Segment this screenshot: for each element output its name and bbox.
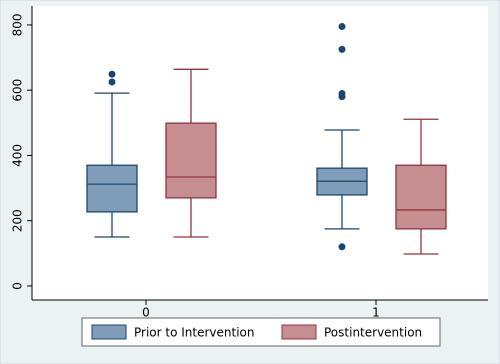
x-tick-label: 0: [142, 306, 150, 320]
legend-label: Prior to Intervention: [134, 326, 255, 340]
x-tick-label: 1: [372, 306, 380, 320]
outlier: [338, 243, 346, 251]
y-tick-label: 0: [11, 282, 25, 290]
box: [86, 164, 138, 213]
outlier: [338, 45, 346, 53]
y-tick-label: 200: [11, 209, 25, 232]
legend-swatch: [281, 324, 317, 340]
outlier: [338, 23, 346, 31]
plot-area: [32, 6, 488, 300]
legend-label: Postintervention: [324, 326, 422, 340]
legend-swatch: [91, 324, 127, 340]
outlier: [108, 70, 116, 78]
y-tick-label: 600: [11, 79, 25, 102]
y-tick-label: 400: [11, 144, 25, 167]
box: [395, 164, 447, 230]
outlier: [338, 89, 346, 97]
legend: [81, 317, 441, 347]
y-tick-label: 800: [11, 13, 25, 36]
outlier: [108, 78, 116, 86]
box: [165, 122, 217, 199]
